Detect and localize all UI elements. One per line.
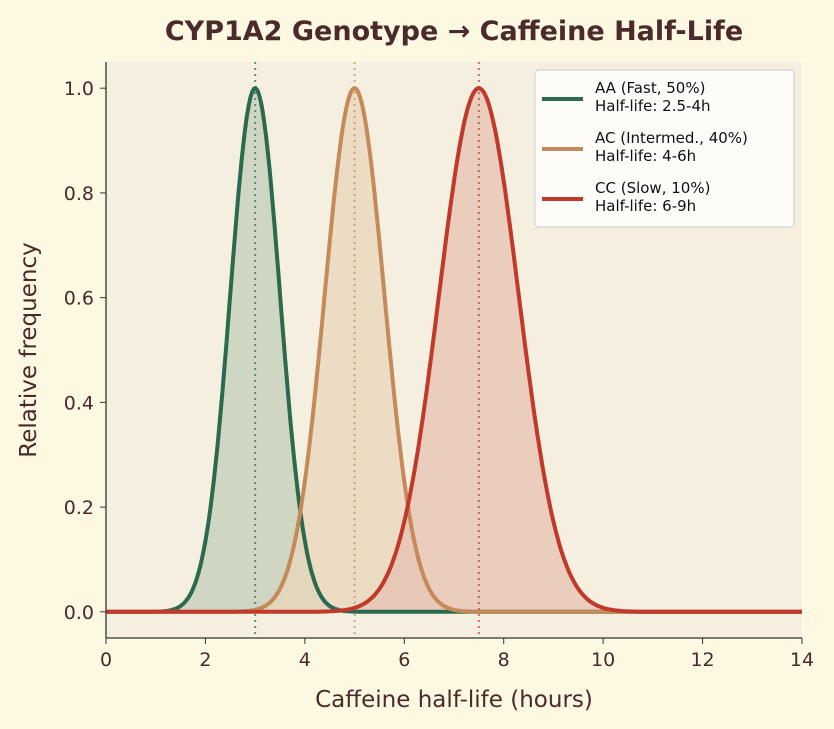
- x-tick-label: 4: [299, 649, 311, 671]
- y-tick-label: 0.0: [64, 602, 94, 624]
- x-tick-label: 12: [690, 649, 714, 671]
- legend-note-0: Half-life: 2.5-4h: [595, 97, 711, 115]
- chart-title: CYP1A2 Genotype → Caffeine Half-Life: [165, 16, 743, 47]
- legend-label-1: AC (Intermed., 40%): [595, 129, 748, 147]
- x-tick-label: 0: [100, 649, 112, 671]
- y-tick-label: 1.0: [64, 78, 94, 100]
- y-tick-label: 0.6: [64, 288, 94, 310]
- x-tick-label: 8: [498, 649, 510, 671]
- legend-label-2: CC (Slow, 10%): [595, 179, 710, 197]
- x-axis-label: Caffeine half-life (hours): [315, 687, 593, 713]
- series-fill-0: [106, 88, 802, 612]
- y-tick-label: 0.2: [64, 497, 94, 519]
- legend-note-2: Half-life: 6-9h: [595, 197, 696, 215]
- y-axis-label: Relative frequency: [16, 242, 42, 457]
- x-tick-label: 14: [790, 649, 814, 671]
- x-tick-label: 2: [199, 649, 211, 671]
- series-line-2: [106, 86, 802, 614]
- legend-label-0: AA (Fast, 50%): [595, 79, 705, 97]
- legend: AA (Fast, 50%)Half-life: 2.5-4h AC (Inter…: [534, 69, 795, 228]
- x-tick-label: 6: [398, 649, 410, 671]
- x-tick-label: 10: [591, 649, 615, 671]
- y-tick-label: 0.4: [64, 392, 94, 414]
- y-tick-label: 0.8: [64, 183, 94, 205]
- legend-note-1: Half-life: 4-6h: [595, 147, 696, 165]
- legend-box: [534, 69, 795, 228]
- series-fill-2: [106, 88, 802, 612]
